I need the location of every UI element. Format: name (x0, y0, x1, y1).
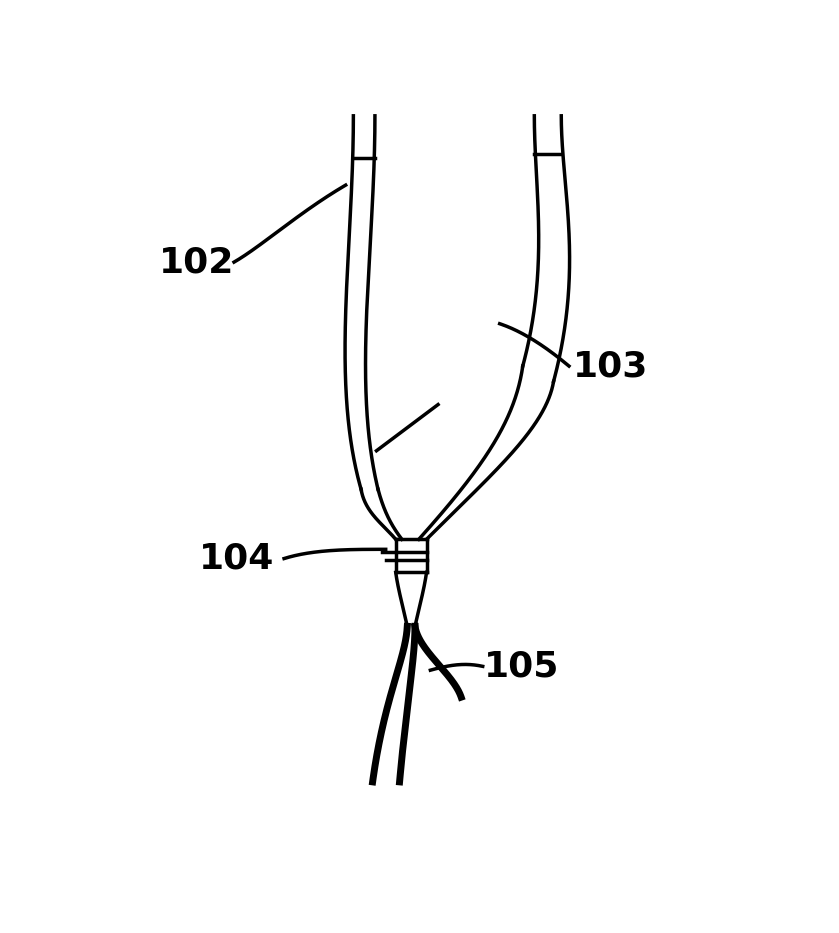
Text: 105: 105 (484, 649, 560, 683)
Text: 103: 103 (573, 349, 649, 383)
Text: 102: 102 (159, 245, 235, 279)
Text: 104: 104 (200, 541, 274, 576)
